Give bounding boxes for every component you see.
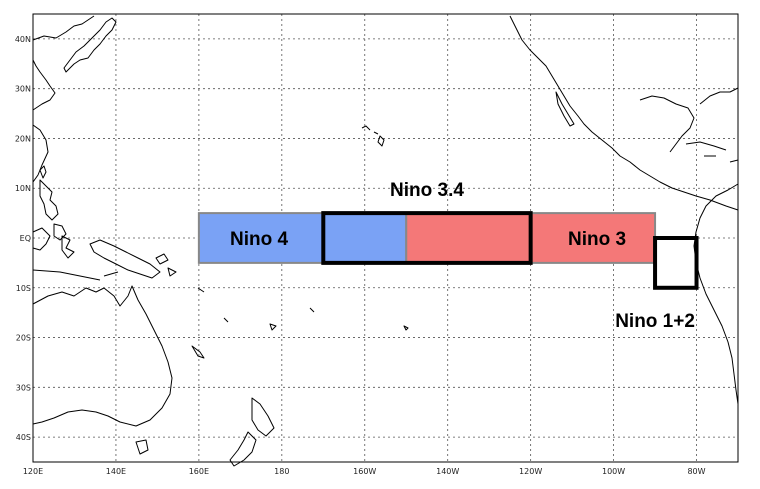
coastline-taiwan	[39, 165, 47, 179]
coastline-japan	[63, 17, 117, 73]
coastline-bismarck	[155, 253, 177, 277]
lon-tick-label: 140W	[436, 467, 459, 476]
lat-tick-label: 20S	[16, 334, 31, 343]
coastline-new-guinea	[89, 239, 161, 279]
lat-tick-label: 40S	[16, 433, 31, 442]
lat-tick-label: 10S	[16, 284, 31, 293]
coastline-south-america	[693, 183, 739, 405]
coastline-indonesia	[32, 227, 119, 281]
coastlines	[32, 15, 739, 467]
lon-tick-label: 140E	[106, 467, 126, 476]
map-frame	[32, 13, 739, 463]
lon-tick-label: 160E	[189, 467, 209, 476]
coastline-tasmania	[135, 439, 149, 455]
lat-tick-label: 30S	[16, 383, 31, 392]
coastline-australia	[32, 285, 173, 427]
coastline-east-asia	[32, 15, 95, 183]
nino3-label: Nino 3	[568, 229, 626, 250]
lon-tick-label: 120W	[519, 467, 542, 476]
region-nino3-overlap	[405, 212, 532, 264]
nino-regions	[197, 211, 699, 290]
lat-tick-label: 30N	[15, 85, 31, 94]
lat-tick-label: 40N	[15, 35, 31, 44]
region-nino34	[321, 211, 533, 265]
lon-tick-label: 120E	[23, 467, 43, 476]
lon-tick-label: 180	[274, 467, 289, 476]
coastline-north-america	[509, 15, 739, 211]
tick-labels: 40N 30N 20N 10N EQ 10S 20S 30S 40S 120E 140E 160E 18…	[15, 35, 706, 476]
lat-tick-label: 20N	[15, 134, 31, 143]
nino34-label: Nino 3.4	[390, 180, 464, 201]
coastline-caribbean	[685, 141, 739, 163]
nino4-label: Nino 4	[230, 229, 288, 250]
region-nino12	[653, 236, 699, 290]
lon-tick-label: 80W	[687, 467, 705, 476]
coastline-baja	[555, 91, 575, 127]
lat-tick-label: EQ	[20, 234, 31, 243]
coastline-new-caledonia	[191, 345, 205, 359]
lat-tick-label: 10N	[15, 184, 31, 193]
coastline-new-zealand	[229, 397, 275, 467]
region-labels: Nino 4 Nino 3.4 Nino 3 Nino 1+2	[230, 180, 695, 332]
coastline-philippines	[39, 179, 67, 241]
region-nino4-overlap	[322, 212, 408, 264]
lon-tick-label: 100W	[602, 467, 625, 476]
lon-tick-label: 160W	[353, 467, 376, 476]
coastline-hawaii	[361, 125, 385, 147]
coastline-pacific-islands	[197, 287, 409, 331]
nino12-label: Nino 1+2	[615, 311, 695, 332]
